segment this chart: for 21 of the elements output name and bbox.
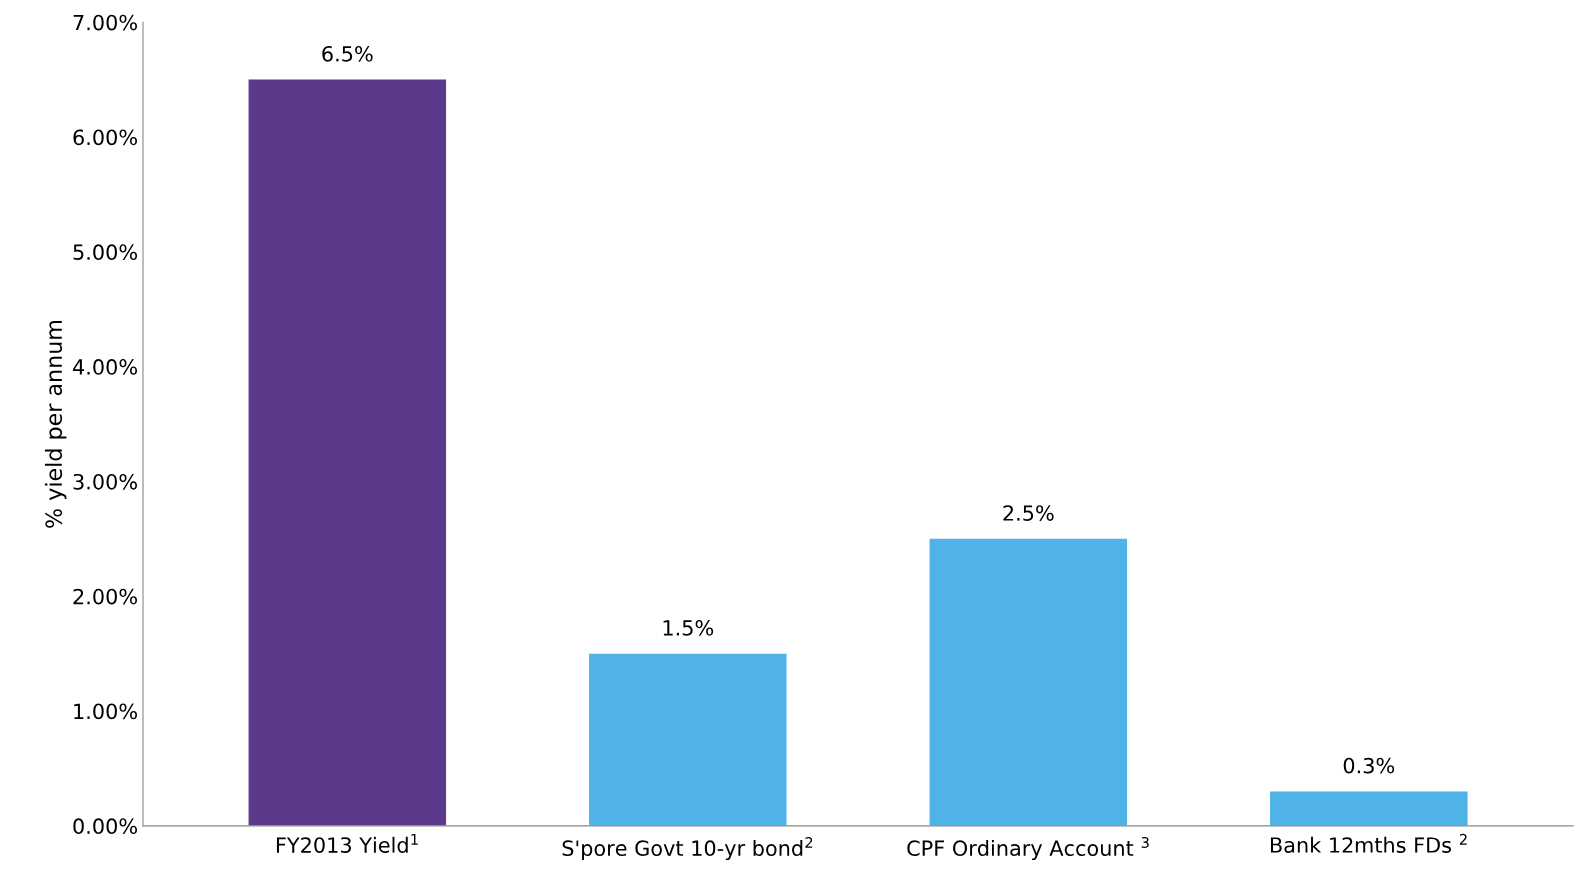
x-tick-label: S'pore Govt 10-yr bond$^{2}$ <box>562 836 813 861</box>
data-label: 6.5% <box>322 45 373 62</box>
data-label: 1.5% <box>663 619 714 636</box>
y-tick-label: 3.00% <box>73 473 137 490</box>
y-tick-label: 0.00% <box>73 818 137 835</box>
data-label: 2.5% <box>1003 505 1054 521</box>
y-tick-label: 1.00% <box>74 703 137 720</box>
y-tick-label: 4.00% <box>72 359 137 375</box>
y-tick-label: 5.00% <box>73 244 137 261</box>
y-axis-title: % yield per annum <box>44 320 67 528</box>
x-tick-label: FY2013 Yield$^{1}$ <box>276 834 418 853</box>
data-label: 0.3% <box>1343 757 1395 774</box>
bar <box>248 79 447 826</box>
x-tick-label: Bank 12mths FDs $^{2}$ <box>1270 833 1467 853</box>
x-tick-label: CPF Ordinary Account $^{3}$ <box>907 836 1149 861</box>
bar <box>929 538 1128 826</box>
y-tick-label: 2.00% <box>73 588 137 605</box>
y-tick-label: 6.00% <box>73 129 137 146</box>
bar <box>1270 791 1468 826</box>
bar <box>589 653 787 826</box>
y-tick-label: 7.00% <box>73 14 137 31</box>
